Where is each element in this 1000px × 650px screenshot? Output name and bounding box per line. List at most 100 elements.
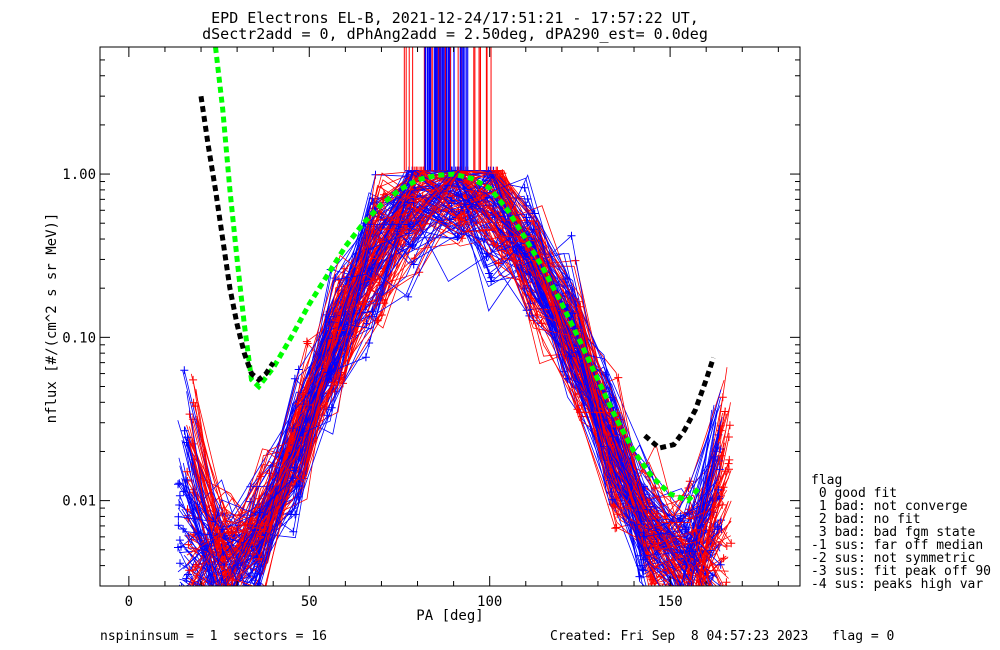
distribution-line (206, 169, 722, 586)
data-point-marker (375, 235, 384, 244)
data-point-marker (721, 467, 730, 476)
data-point-marker (211, 588, 219, 596)
data-point-marker (695, 612, 703, 620)
y-tick-label: 1.00 (62, 167, 96, 183)
legend-item: 3 bad: bad fgm state (811, 525, 976, 540)
legend-item: 0 good fit (811, 486, 898, 501)
data-point-marker (692, 645, 700, 650)
data-point-marker (215, 591, 223, 599)
distribution-line (182, 185, 715, 557)
data-point-marker (724, 433, 733, 441)
series-line-black-1 (198, 95, 276, 383)
data-point-marker (640, 482, 648, 491)
data-point-marker (180, 366, 189, 375)
data-point-marker (712, 447, 721, 456)
legend-item: -3 sus: fit peak off 90 (811, 564, 992, 579)
data-point-marker (214, 605, 222, 613)
data-point-marker (189, 375, 198, 384)
x-tick-label: 0 (125, 594, 133, 610)
data-point-marker (404, 292, 413, 301)
x-tick-label: 150 (657, 594, 682, 610)
data-point-marker (711, 607, 719, 615)
distribution-line (190, 171, 727, 577)
data-point-marker (716, 582, 725, 586)
data-point-marker (719, 554, 728, 563)
data-point-marker (635, 572, 644, 581)
distribution-line (183, 169, 684, 586)
distribution-blue (184, 169, 703, 586)
data-point-marker (294, 399, 303, 408)
data-point-marker (183, 433, 192, 442)
data-point-marker (289, 527, 298, 536)
data-point-marker (567, 231, 576, 240)
data-point-marker (460, 210, 469, 218)
x-tick-label: 50 (301, 594, 318, 610)
data-point-marker (217, 587, 225, 595)
data-point-marker (494, 259, 503, 268)
data-point-marker (716, 560, 725, 569)
data-point-marker (180, 426, 189, 435)
data-point-marker (331, 274, 340, 283)
data-point-marker (637, 520, 646, 529)
distribution-blue (187, 195, 696, 586)
data-point-marker (368, 307, 377, 316)
pitch-angle-bundle (174, 47, 736, 650)
series-group (198, 47, 716, 504)
distribution-line (192, 170, 705, 586)
distribution-red (196, 169, 704, 586)
data-point-marker (188, 415, 197, 424)
data-point-marker (213, 606, 221, 614)
distribution-blue (178, 216, 718, 586)
data-point-marker (188, 439, 197, 448)
data-point-marker (380, 299, 389, 308)
data-point-marker (179, 487, 188, 496)
distribution-line (196, 169, 704, 586)
data-point-marker (190, 587, 198, 595)
data-point-marker (181, 475, 190, 484)
series-line-green-0 (213, 47, 701, 504)
distribution-blue (177, 169, 691, 586)
data-point-marker (489, 202, 498, 210)
x-axis-label: PA [deg] (416, 608, 483, 624)
data-point-marker (228, 576, 237, 585)
distribution-blue (183, 169, 684, 586)
data-point-marker (175, 491, 184, 500)
data-point-marker (174, 512, 183, 521)
distribution-line (193, 197, 732, 586)
chart-subtitle: dSectr2add = 0, dPhAng2add = 2.50deg, dP… (202, 25, 708, 43)
distribution-blue (185, 170, 720, 586)
distribution-line (181, 173, 717, 563)
data-point-marker (639, 532, 648, 541)
data-point-marker (185, 566, 194, 575)
data-point-marker (522, 213, 531, 222)
data-point-marker (714, 485, 723, 494)
distribution-blue (197, 210, 675, 586)
data-point-marker (361, 353, 370, 362)
data-point-marker (176, 559, 184, 568)
x-tick-label: 100 (477, 594, 502, 610)
data-point-marker (291, 510, 300, 519)
data-point-marker (454, 216, 463, 225)
distribution-line (185, 170, 703, 586)
distribution-line (178, 216, 718, 586)
series-line-black-2 (643, 356, 716, 451)
data-point-marker (722, 578, 731, 586)
data-point-marker (563, 374, 572, 383)
distribution-blue (185, 170, 703, 586)
data-point-marker (654, 539, 663, 548)
legend-item: 1 bad: not converge (811, 499, 968, 514)
data-point-marker (487, 273, 496, 282)
data-point-marker (693, 585, 695, 586)
data-point-marker (725, 455, 734, 464)
data-point-marker (325, 318, 334, 326)
legend-item: -2 sus: not symmetric (811, 551, 976, 566)
data-point-marker (181, 583, 183, 586)
data-point-marker (220, 615, 228, 623)
data-point-marker (404, 229, 413, 238)
data-point-marker (727, 608, 735, 616)
footer-right: Created: Fri Sep 8 04:57:23 2023 flag = … (550, 629, 895, 644)
distribution-line (187, 195, 696, 586)
distribution-blue (206, 169, 722, 586)
